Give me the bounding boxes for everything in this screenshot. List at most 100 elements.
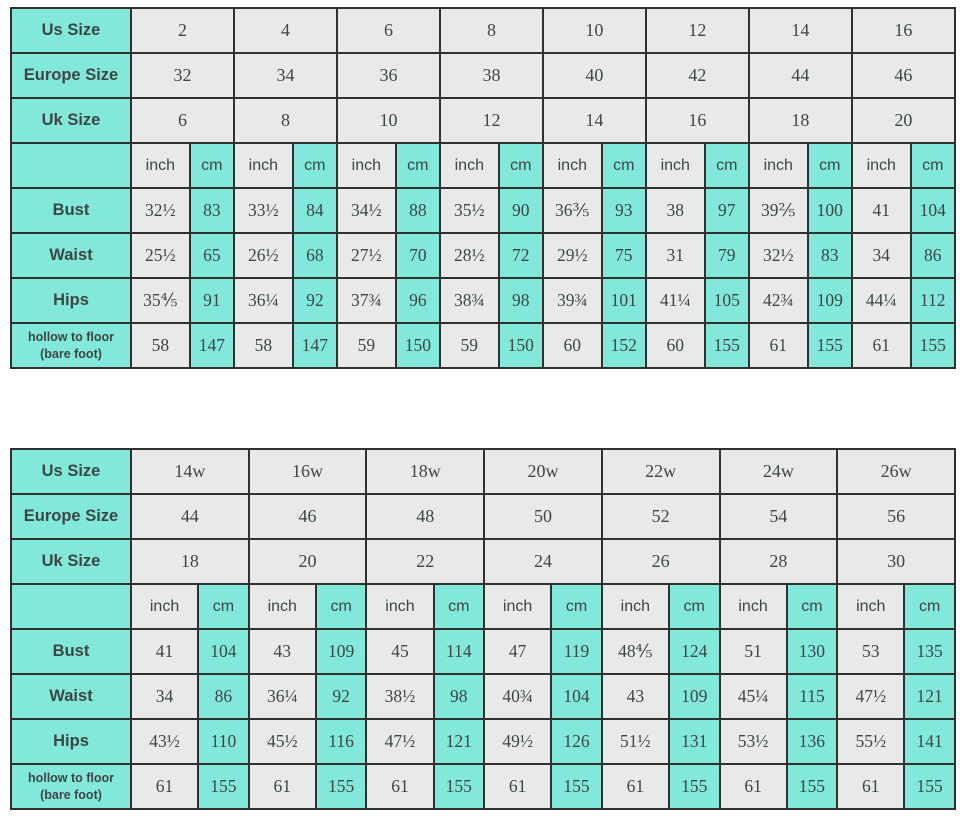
hollow-cm-value: 150: [394, 322, 441, 369]
unit-inch-label: inch: [747, 142, 809, 189]
us-size-cell: 20w: [483, 448, 603, 495]
hollow-cm-value: 150: [497, 322, 544, 369]
hips-inch-value: 41¼: [644, 277, 706, 324]
unit-inch-label: inch: [247, 583, 317, 630]
europe-size-cell: 42: [644, 52, 750, 99]
hollow-cm-value: 155: [432, 763, 486, 810]
hips-cm-value: 96: [394, 277, 441, 324]
size-chart-table-standard: Us Size 2 4 6 8 10 12 14 16 Europe Size 32 34 36 38 40…: [10, 7, 956, 369]
row-label-hollow: hollow to floor (bare foot): [10, 763, 132, 810]
uk-size-cell: 16: [644, 97, 750, 144]
hollow-cm-value: 147: [188, 322, 235, 369]
hips-cm-value: 101: [600, 277, 647, 324]
waist-cm-value: 70: [394, 232, 441, 279]
bust-inch-value: 34½: [335, 187, 397, 234]
hips-inch-value: 37¾: [335, 277, 397, 324]
bust-cm-value: 135: [903, 628, 956, 675]
row-label-us: Us Size: [10, 448, 132, 495]
waist-cm-value: 104: [550, 673, 603, 720]
bust-inch-value: 47: [483, 628, 553, 675]
waist-inch-value: 25½: [130, 232, 191, 279]
bust-cm-value: 114: [432, 628, 486, 675]
waist-inch-value: 29½: [541, 232, 603, 279]
us-size-cell: 8: [438, 7, 544, 54]
us-size-cell: 12: [644, 7, 750, 54]
us-size-cell: 14: [747, 7, 853, 54]
uk-size-cell: 30: [836, 538, 956, 585]
uk-size-cell: 26: [600, 538, 721, 585]
bust-inch-value: 36⅗: [541, 187, 603, 234]
waist-cm-value: 109: [667, 673, 721, 720]
bust-inch-value: 43: [247, 628, 317, 675]
bust-cm-value: 88: [394, 187, 441, 234]
hips-cm-value: 136: [785, 718, 839, 765]
uk-size-cell: 8: [232, 97, 338, 144]
uk-size-cell: 24: [483, 538, 603, 585]
uk-size-cell: 20: [850, 97, 956, 144]
hips-inch-value: 49½: [483, 718, 553, 765]
bust-inch-value: 32½: [130, 187, 191, 234]
bust-inch-value: 33½: [232, 187, 294, 234]
hips-inch-value: 53½: [718, 718, 788, 765]
uk-size-cell: 20: [247, 538, 368, 585]
us-size-cell: 14w: [130, 448, 250, 495]
hollow-cm-value: 155: [667, 763, 721, 810]
europe-size-cell: 44: [130, 493, 250, 540]
waist-cm-value: 65: [188, 232, 235, 279]
unit-cm-label: cm: [188, 142, 235, 189]
waist-inch-value: 32½: [747, 232, 809, 279]
uk-size-cell: 22: [365, 538, 486, 585]
waist-inch-value: 34: [129, 673, 200, 720]
unit-inch-label: inch: [438, 142, 500, 189]
hollow-inch-value: 60: [541, 322, 603, 369]
hips-cm-value: 105: [703, 277, 750, 324]
unit-inch-label: inch: [600, 583, 670, 630]
size-table: Us Size 14w 16w 18w 20w 22w 24w 26w Europe Size 4…: [10, 448, 956, 810]
bust-cm-value: 104: [197, 628, 250, 675]
unit-cm-label: cm: [785, 583, 839, 630]
hips-cm-value: 131: [667, 718, 721, 765]
unit-cm-label: cm: [667, 583, 721, 630]
unit-inch-label: inch: [232, 142, 294, 189]
unit-cm-label: cm: [497, 142, 544, 189]
waist-inch-value: 47½: [836, 673, 906, 720]
hollow-inch-value: 61: [718, 763, 788, 810]
unit-cm-label: cm: [600, 142, 647, 189]
hips-cm-value: 126: [550, 718, 603, 765]
hips-cm-value: 116: [314, 718, 368, 765]
hollow-inch-value: 61: [129, 763, 200, 810]
row-label-waist: Waist: [10, 232, 132, 279]
waist-inch-value: 34: [850, 232, 912, 279]
europe-size-cell: 38: [438, 52, 544, 99]
unit-cm-label: cm: [314, 583, 368, 630]
row-label-hollow: hollow to floor (bare foot): [10, 322, 132, 369]
hollow-inch-value: 61: [247, 763, 317, 810]
row-label-us: Us Size: [10, 7, 132, 54]
hips-inch-value: 39¾: [541, 277, 603, 324]
waist-inch-value: 26½: [232, 232, 294, 279]
hollow-cm-value: 155: [314, 763, 368, 810]
waist-cm-value: 83: [806, 232, 853, 279]
hips-inch-value: 44¼: [850, 277, 912, 324]
bust-inch-value: 41: [850, 187, 912, 234]
bust-cm-value: 93: [600, 187, 647, 234]
size-chart-table-plus: Us Size 14w 16w 18w 20w 22w 24w 26w Europe Size 4…: [10, 448, 956, 810]
unit-cm-label: cm: [197, 583, 250, 630]
bust-cm-value: 100: [806, 187, 853, 234]
unit-inch-label: inch: [718, 583, 788, 630]
unit-inch-label: inch: [644, 142, 706, 189]
waist-inch-value: 38½: [365, 673, 435, 720]
waist-inch-value: 40¾: [483, 673, 553, 720]
europe-size-cell: 36: [335, 52, 441, 99]
hips-inch-value: 55½: [836, 718, 906, 765]
uk-size-cell: 18: [130, 538, 250, 585]
bust-cm-value: 83: [188, 187, 235, 234]
europe-size-cell: 40: [541, 52, 647, 99]
waist-inch-value: 45¼: [718, 673, 788, 720]
row-label-hips: Hips: [10, 718, 132, 765]
us-size-cell: 10: [541, 7, 647, 54]
hollow-cm-value: 155: [785, 763, 839, 810]
row-label-bust: Bust: [10, 187, 132, 234]
bust-cm-value: 97: [703, 187, 750, 234]
